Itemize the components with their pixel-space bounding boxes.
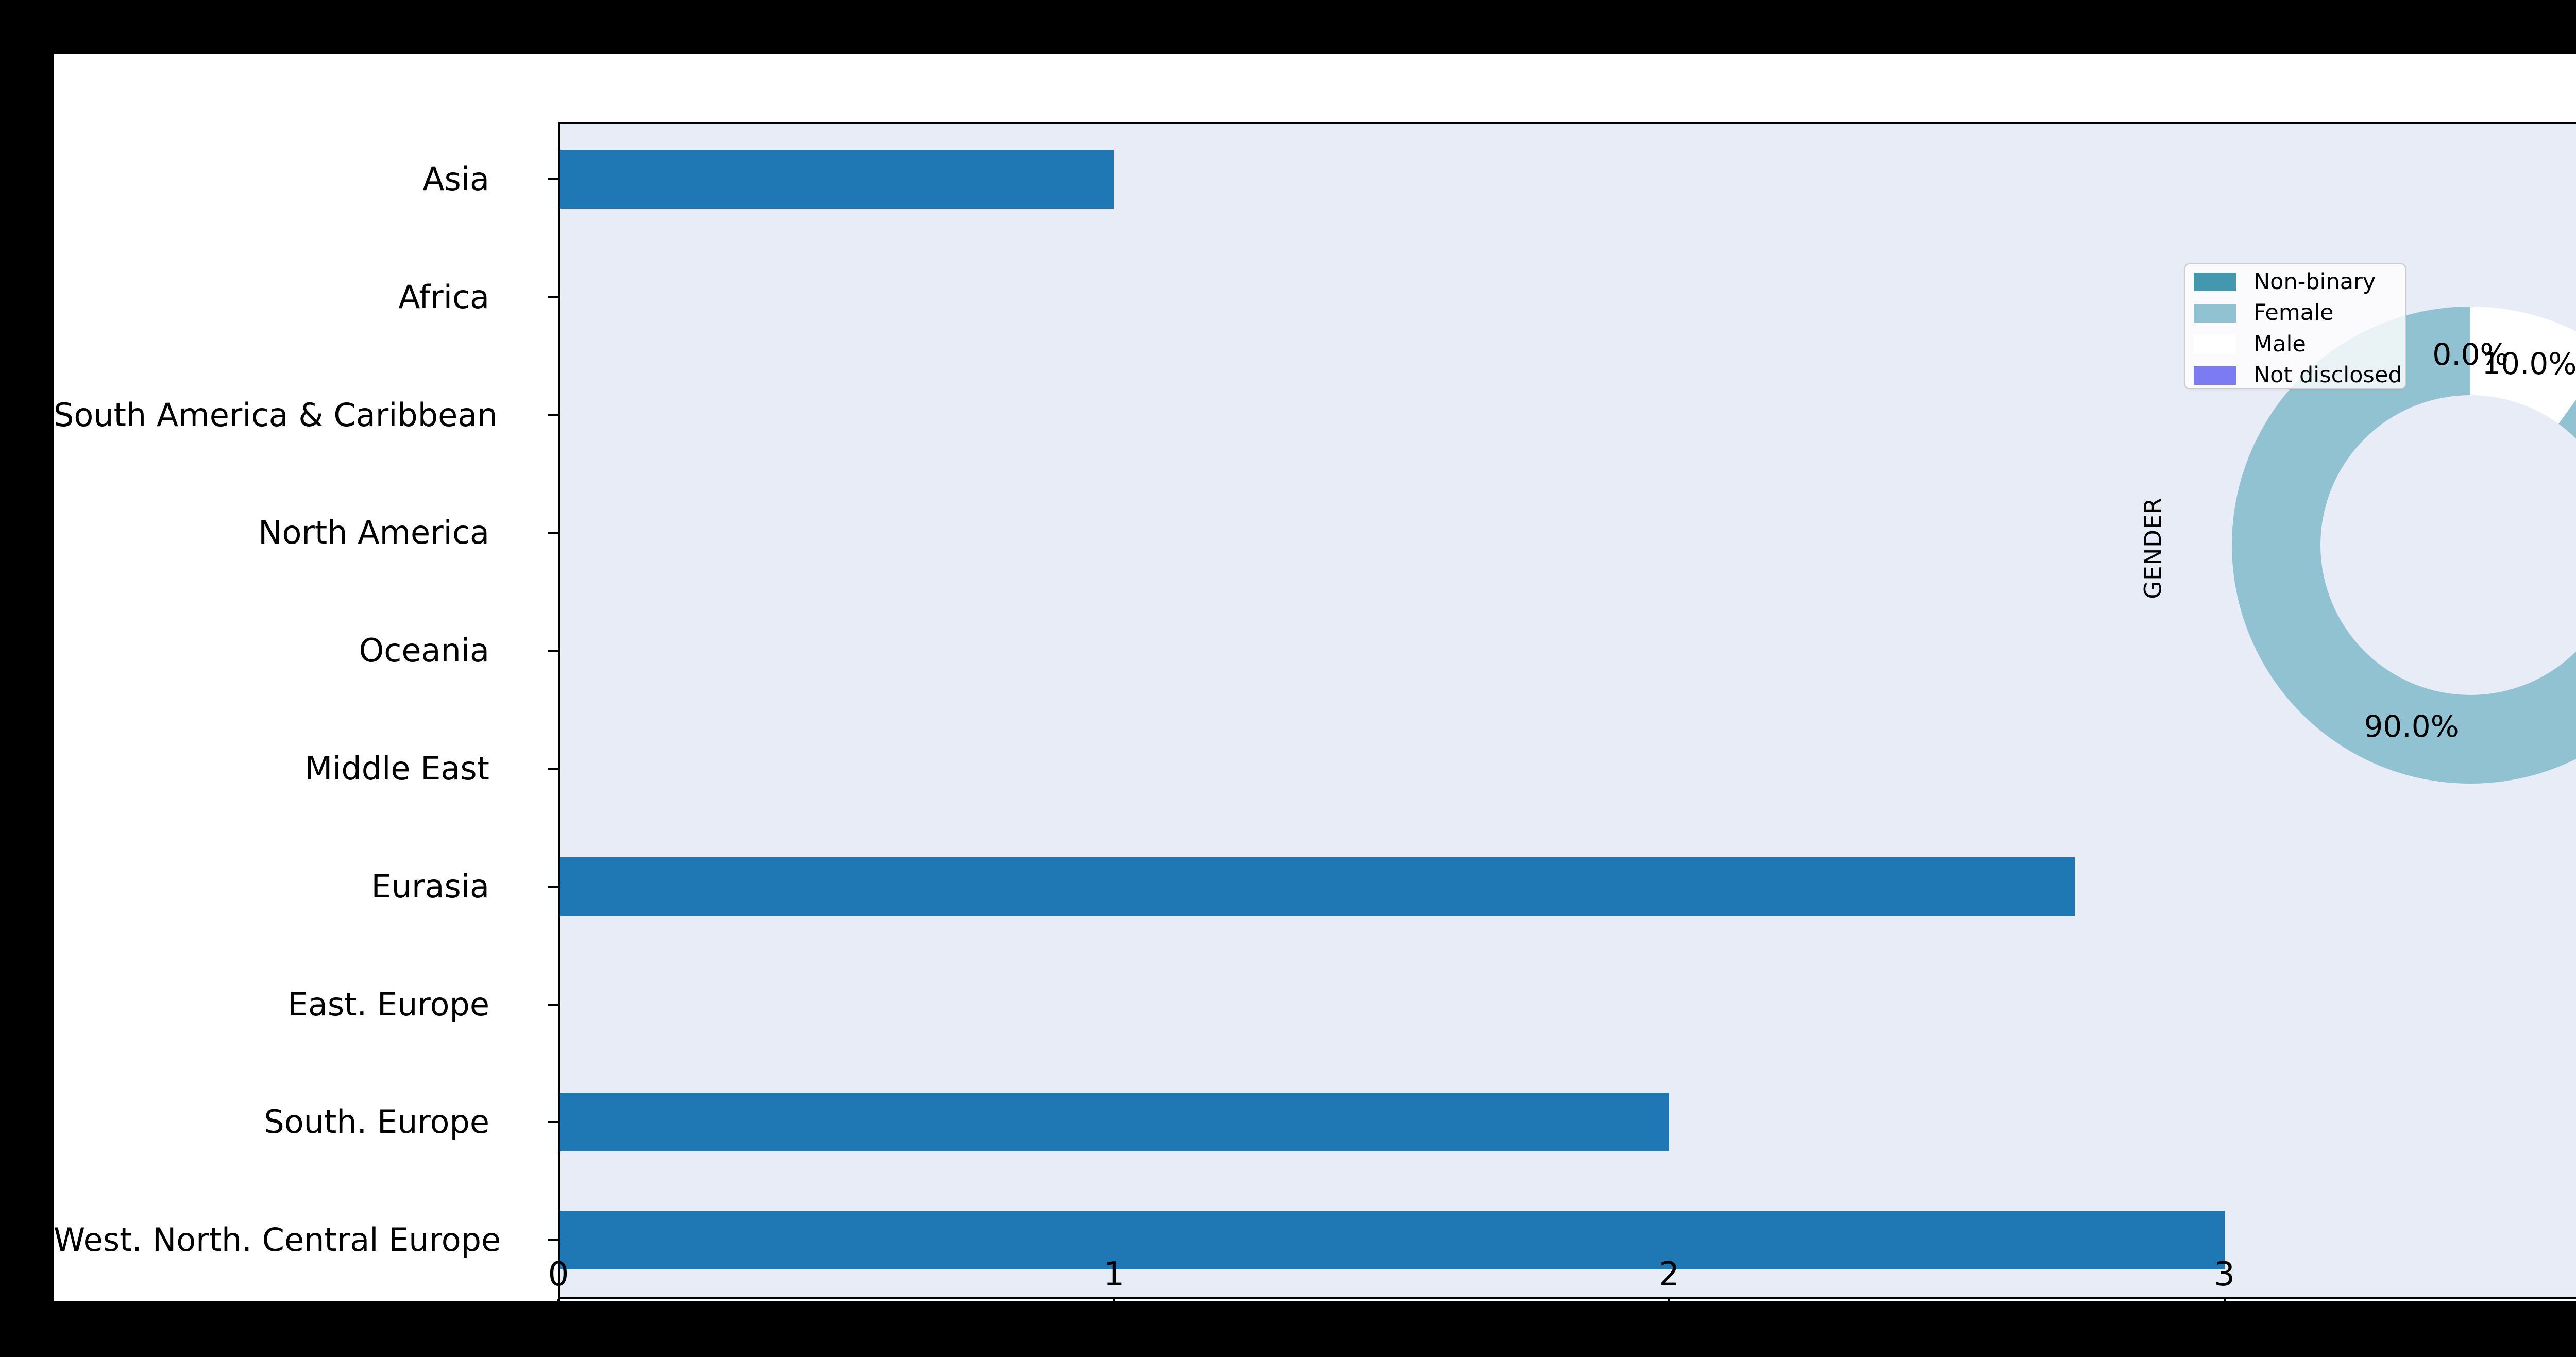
gender-legend: Non-binary Female Male Not disclosed <box>2184 263 2406 389</box>
y-tick-label: Asia <box>422 160 489 198</box>
x-tick-label: 0 <box>548 1256 569 1294</box>
legend-item: Male <box>2194 330 2306 359</box>
donut-axis-title: GENDER <box>2139 497 2167 599</box>
x-tick-mark <box>557 1299 560 1310</box>
y-tick-label: Oceania <box>359 632 489 670</box>
y-tick-mark <box>548 178 558 180</box>
x-tick-mark <box>1668 1299 1670 1310</box>
legend-swatch <box>2194 303 2236 323</box>
legend-label: Non-binary <box>2253 268 2376 295</box>
x-tick-mark <box>2223 1299 2226 1310</box>
y-tick-label: Middle East <box>304 750 489 787</box>
legend-swatch <box>2194 366 2236 385</box>
bar <box>560 1211 2225 1270</box>
pie-percent-label: 0.0% <box>2432 337 2509 372</box>
y-tick-mark <box>548 1003 558 1006</box>
y-tick-mark <box>548 296 558 298</box>
y-tick-label: South America & Caribbean <box>54 396 498 434</box>
y-tick-mark <box>548 768 558 770</box>
y-tick-label: South. Europe <box>264 1103 489 1141</box>
x-tick-mark <box>1112 1299 1115 1310</box>
legend-item: Not disclosed <box>2194 361 2402 390</box>
legend-item: Female <box>2194 299 2333 328</box>
y-tick-label: North America <box>258 514 489 552</box>
y-tick-label: West. North. Central Europe <box>54 1221 501 1259</box>
legend-swatch <box>2194 273 2236 291</box>
figure-background: 0.0% 90.0% 10.0% 0.0% GENDER Non-binary Fema… <box>54 54 2576 1301</box>
y-tick-mark <box>548 885 558 888</box>
legend-item: Non-binary <box>2194 267 2376 296</box>
y-tick-label: East. Europe <box>287 985 489 1023</box>
y-tick-mark <box>548 532 558 534</box>
donut-chart-hole <box>2320 395 2576 695</box>
legend-label: Not disclosed <box>2253 362 2402 388</box>
legend-label: Female <box>2253 300 2334 326</box>
x-tick-label: 2 <box>1658 1256 1680 1294</box>
x-tick-label: 3 <box>2214 1256 2235 1294</box>
y-tick-mark <box>548 1121 558 1124</box>
pie-percent-label: 10.0% <box>2482 346 2576 382</box>
bar <box>560 150 1114 209</box>
y-tick-label: Eurasia <box>371 867 489 905</box>
bar <box>560 1093 1669 1152</box>
y-tick-mark <box>548 650 558 652</box>
pie-percent-label: 90.0% <box>2364 708 2459 744</box>
y-tick-mark <box>548 1239 558 1242</box>
y-tick-mark <box>548 414 558 416</box>
bar <box>560 857 2075 916</box>
legend-swatch <box>2194 335 2236 353</box>
y-tick-label: Africa <box>398 278 489 316</box>
pie-percent-label: 0.0% <box>2432 337 2509 372</box>
x-tick-label: 1 <box>1103 1256 1125 1294</box>
legend-label: Male <box>2253 331 2306 357</box>
